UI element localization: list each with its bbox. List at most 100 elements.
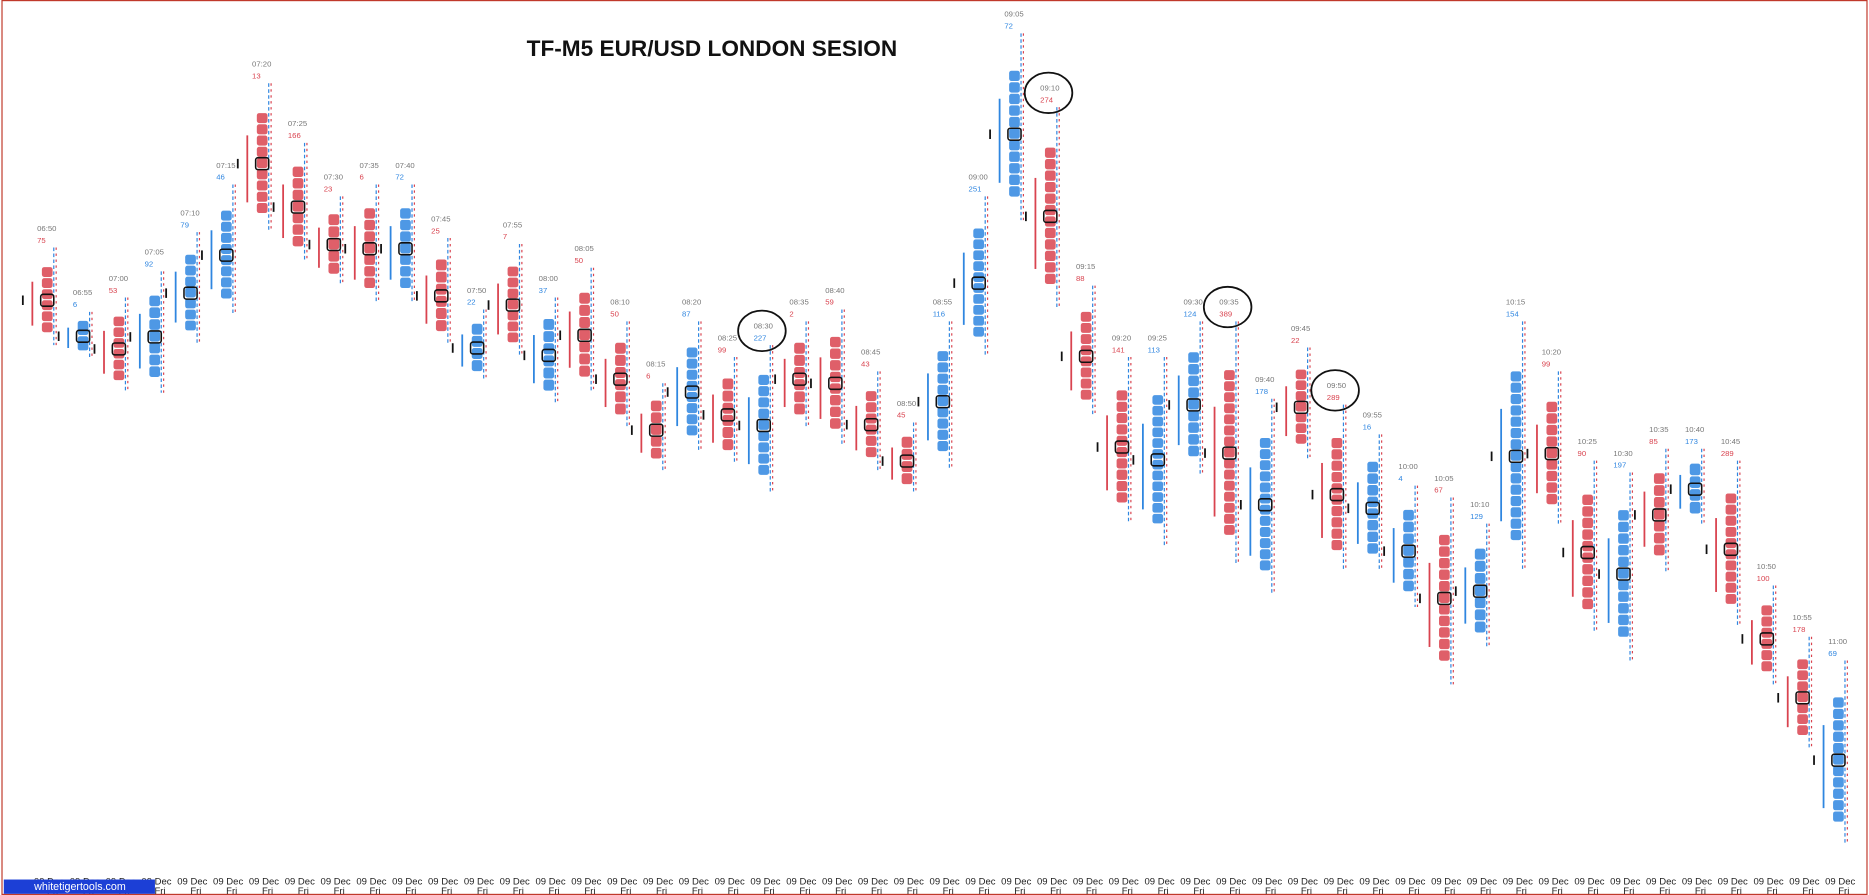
time-label: 07:25 [288,119,307,128]
footprint-cell [1116,424,1128,435]
footprint-cell [973,304,985,315]
delta-label: 99 [1542,360,1551,369]
footprint-cells [111,316,127,381]
footprint-cell [1044,227,1056,239]
footprint-cell [1188,434,1199,445]
footprint-cell [722,439,734,451]
footprint-cell [543,318,555,330]
time-label: 08:05 [574,244,593,253]
footprint-cell [1116,492,1128,503]
footprint-cell [1295,434,1307,444]
footprint-cell [41,322,53,333]
footprint-cell [1044,159,1056,170]
footprint-cell [1224,436,1235,447]
footprint-cell [758,374,770,385]
footprint-cells [1150,395,1166,524]
footprint-cell [1546,447,1558,459]
footprint-cell [901,473,913,485]
time-label: 07:30 [324,173,343,182]
footprint-cell [973,326,985,337]
x-tick-day: Fri [369,886,380,895]
x-tick-date: 09 Dec [1252,876,1282,887]
x-tick-date: 09 Dec [715,876,745,887]
poc-box [971,276,986,290]
poc-box [1078,349,1094,364]
x-tick-date: 09 Dec [1467,876,1497,887]
footprint-cell [1439,627,1450,638]
footprint-cell [1797,692,1808,703]
footprint-cell [185,309,196,320]
footprint-cells [792,342,807,415]
footprint-cell [149,331,161,342]
footprint-cells [75,320,91,351]
x-tick-date: 09 Dec [535,876,565,887]
delta-label: 129 [1470,512,1483,521]
x-tick-day: Fri [513,886,524,895]
x-tick-date: 09 Dec [213,876,243,887]
time-label: 07:50 [467,286,486,295]
footprint-cell [507,277,519,288]
poc-box [577,328,592,342]
footprint-cell [1474,560,1486,572]
footprint-cell [507,321,519,332]
footprint-cell [1833,800,1844,811]
footprint-cell [1761,650,1773,661]
delta-label: 173 [1685,437,1698,446]
footprint-cell [1510,416,1522,427]
footprint-cell [507,266,519,277]
footprint-cells [290,166,306,247]
footprint-cell [1653,544,1665,556]
footprint-cell [435,259,447,271]
footprint-cell [1797,681,1808,692]
x-tick-date: 09 Dec [1073,876,1103,887]
x-tick-date: 09 Dec [1180,876,1210,887]
footprint-cell [1725,560,1737,571]
x-tick-date: 09 Dec [1324,876,1354,887]
footprint-cell [1009,140,1020,151]
poc-box [1831,753,1846,767]
footprint-cell [937,373,949,384]
time-label: 10:05 [1434,474,1453,483]
footprint-cell [1546,493,1558,505]
footprint-cell [579,317,590,329]
footprint-cell [830,360,841,371]
footprint-cells [1078,311,1094,400]
footprint-cells [433,259,449,332]
footprint-cells [1222,370,1237,535]
footprint-cell [471,360,483,372]
x-tick-day: Fri [1695,886,1706,895]
footprint-cell [1439,615,1450,627]
time-label: 07:05 [145,248,164,257]
poc-box [541,348,557,363]
time-label: 07:40 [395,161,414,170]
footprint-cell [1259,460,1271,471]
footprint-cell [220,255,232,266]
poc-box [75,329,91,343]
footprint-cell [292,201,304,212]
x-tick-date: 09 Dec [1610,876,1640,887]
footprint-cell [1009,93,1020,105]
x-tick-date: 09 Dec [500,876,530,887]
footprint-cell [1761,616,1773,627]
footprint-cell [1761,661,1773,672]
highlight-circle [737,309,787,352]
x-tick-day: Fri [1408,886,1419,895]
footprint-cell [1618,591,1629,602]
x-tick-day: Fri [1050,886,1061,895]
footprint-cells [1186,352,1201,457]
footprint-cell [1546,436,1558,447]
footprint-cell [1582,564,1594,575]
footprint-cells [1723,493,1739,604]
time-label: 10:55 [1792,613,1811,622]
footprint-cell [1546,424,1558,436]
footprint-cell [1618,510,1629,521]
footprint-cell [507,299,519,310]
footprint-cell [364,266,376,277]
delta-label: 178 [1255,387,1268,396]
footprint-cell [1582,598,1594,610]
footprint-cell [1367,461,1379,473]
footprint-cells [1365,461,1381,554]
footprint-cell [1259,449,1271,460]
footprint-cells [613,342,628,415]
footprint-cell [1546,413,1558,424]
